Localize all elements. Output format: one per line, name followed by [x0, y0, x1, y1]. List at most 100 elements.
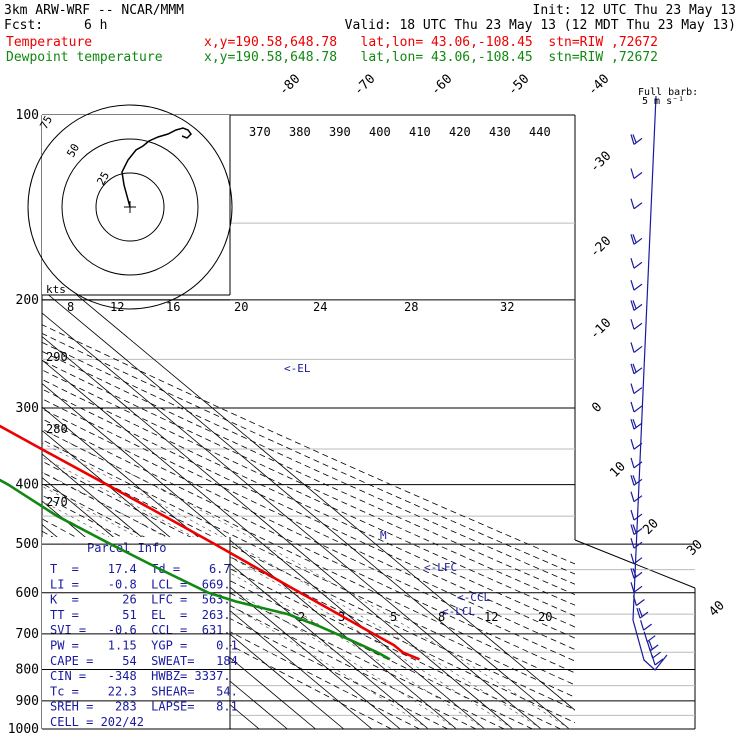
wind-barb [633, 322, 643, 330]
hodograph-ring-label: 50 [64, 142, 82, 160]
parcel-info-row: TT = 51 EL = 263. [50, 608, 231, 622]
wind-barb-flag2 [648, 640, 653, 650]
pressure-label-500: 500 [16, 537, 39, 552]
wind-barb-flag2 [632, 418, 637, 428]
parcel-info-row: K = 26 LFC = 563. [50, 593, 231, 607]
dry-adiabat [42, 418, 575, 674]
wind-barb-flag [640, 619, 645, 631]
wind-barb [643, 623, 652, 631]
level-markers: <-EL <-LFC <-CCL<-LCL M [284, 362, 490, 618]
left-theta-label: 270 [46, 495, 68, 509]
fcst-label: Fcst: [4, 18, 44, 33]
theta-label: 410 [409, 125, 431, 139]
wind-barb-flag [630, 418, 635, 430]
wind-barb [654, 658, 664, 666]
hodograph-ring [95, 172, 165, 242]
temperature-legend-label: Temperature [6, 35, 93, 50]
wind-barb-flag [630, 475, 635, 486]
wind-barb-flag [630, 457, 635, 469]
model-title: 3km ARW-WRF -- NCAR/MMM [4, 3, 185, 18]
wind-barb-flag [630, 134, 635, 145]
wind-barb [633, 461, 643, 469]
fcst-value: 6 h [84, 18, 108, 33]
parcel-info-row: Tc = 22.3 SHEAR= 54. [50, 684, 238, 698]
isotherm-label: -50 [505, 72, 532, 99]
wind-barb-flag [630, 568, 635, 579]
pressure-label-100: 100 [16, 108, 39, 123]
theta-label: 380 [289, 125, 311, 139]
pressure-label-800: 800 [16, 662, 39, 677]
dry-adiabat [42, 332, 575, 575]
dry-adiabat [42, 449, 575, 711]
isotherm [42, 265, 575, 711]
wind-barb [633, 405, 643, 413]
wind-barb-flag [643, 631, 648, 642]
parcel-info-row: SREH = 283 LAPSE= 8.1 [50, 700, 238, 714]
dewpoint-legend-info: x,y=190.58,648.78 lat,lon= 43.06,-108.45… [204, 50, 658, 65]
wind-barb [649, 644, 659, 652]
parcel-info-row: CELL = 202/42 [50, 715, 144, 729]
hodograph: 25 50 75 kts [27, 104, 233, 310]
wind-barb [633, 528, 643, 535]
isotherm-label: -40 [585, 72, 612, 99]
wind-barb-flag [630, 491, 635, 502]
wind-barb [633, 283, 643, 291]
wind-barb-flag2 [638, 607, 643, 617]
isotherm-label: 40 [706, 598, 728, 620]
isotherm [42, 406, 429, 729]
pressure-label-700: 700 [16, 627, 39, 642]
temperature-legend-info: x,y=190.58,648.78 lat,lon= 43.06,-108.45… [204, 35, 658, 50]
barb-note-label: Full barb: [638, 87, 698, 98]
level-marker: <-LFC [424, 561, 457, 574]
init-time: Init: 12 UTC Thu 23 May 13 [532, 3, 737, 18]
valid-time: Valid: 18 UTC Thu 23 May 13 (12 MDT Thu … [344, 18, 736, 33]
mixing-ratio-label-lower: 12 [484, 610, 498, 624]
wind-barb [633, 172, 643, 179]
profile-lines [0, 424, 420, 661]
dry-adiabat [42, 350, 575, 596]
hodograph-trace [121, 127, 192, 208]
mixing-ratio-label: 20 [234, 300, 248, 314]
wind-barb-flag [630, 342, 635, 353]
wind-barb-flag [630, 439, 635, 450]
parcel-info-row: SVI = -0.6 CCL = 631. [50, 623, 231, 637]
mixing-ratio-label: 8 [67, 300, 74, 314]
mixing-ratio-label: 32 [500, 300, 514, 314]
hodograph-ring [27, 104, 233, 310]
wind-barb [652, 651, 661, 659]
wind-barb [633, 202, 643, 210]
mixing-ratio-label-lower: 8 [438, 610, 445, 624]
isotherm [42, 383, 457, 729]
wind-barb-flag [630, 300, 635, 311]
wind-barb-flag [630, 363, 635, 374]
hodograph-ring-label: 25 [94, 170, 112, 188]
pressure-label-900: 900 [16, 694, 39, 709]
dry-adiabat [42, 460, 575, 724]
isotherm [42, 312, 542, 729]
wind-barb-flag [630, 401, 635, 413]
level-marker: M [380, 529, 387, 542]
wind-barb-flag2 [632, 234, 637, 243]
theta-label: 440 [529, 125, 551, 139]
wind-barb-flag [630, 524, 635, 535]
wind-barb-flag [630, 234, 635, 245]
wind-barb [633, 422, 643, 430]
dry-adiabat [42, 471, 561, 729]
dry-adiabat [42, 324, 575, 565]
parcel-info-row: PW = 1.15 YGP = 0.1 [50, 639, 238, 653]
wind-barbs [630, 95, 668, 671]
wind-barb [633, 303, 643, 311]
wind-barb-flag [630, 168, 635, 179]
parcel-info-background [42, 537, 230, 729]
mixing-ratio-label: 16 [166, 300, 180, 314]
dry-adiabat [42, 369, 575, 617]
wind-barb [633, 261, 643, 269]
wind-barb-flag2 [632, 475, 637, 484]
wind-barb-flag [630, 319, 635, 330]
isotherm-label: -10 [587, 316, 614, 343]
wind-barb [633, 585, 643, 593]
dry-adiabat [42, 378, 575, 628]
isotherm [42, 430, 401, 729]
wind-barb-flag2 [632, 363, 637, 373]
